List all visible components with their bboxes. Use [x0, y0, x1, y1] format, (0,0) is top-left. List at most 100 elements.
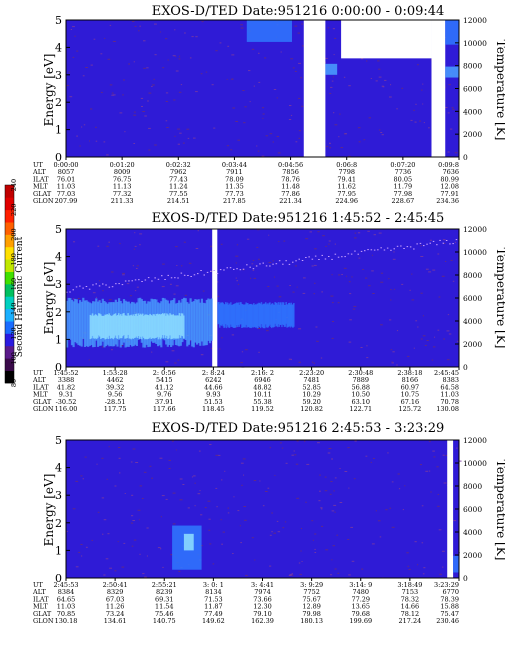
- noise-dot: [301, 105, 304, 107]
- noise-texture: [72, 229, 460, 368]
- table-cell: 48.82: [253, 383, 272, 391]
- noise-dot: [274, 474, 276, 476]
- noise-dot: [119, 472, 121, 474]
- noise-dot: [183, 241, 186, 243]
- table-cell: 10.11: [253, 391, 272, 399]
- trace-point: [393, 248, 395, 250]
- noise-dot: [112, 94, 116, 96]
- noise-dot: [146, 527, 149, 529]
- flux-band: [217, 302, 295, 329]
- noise-dot: [288, 358, 292, 360]
- noise-dot: [433, 456, 436, 458]
- plot-background: [66, 440, 459, 578]
- noise-dot: [143, 471, 147, 473]
- noise-dot: [348, 574, 351, 576]
- table-cell: 60.97: [401, 383, 420, 391]
- trace-point: [416, 243, 418, 245]
- trace-point: [255, 265, 258, 267]
- noise-dot: [431, 359, 434, 361]
- noise-dot: [226, 78, 228, 80]
- noise-dot: [349, 319, 352, 321]
- noise-dot: [343, 267, 347, 269]
- noise-dot: [420, 245, 422, 247]
- flux-cell: [140, 314, 143, 340]
- table-row-label: GLAT: [33, 398, 52, 406]
- table-cell: 8329: [107, 588, 124, 596]
- noise-dot: [161, 495, 165, 497]
- noise-dot: [358, 257, 361, 259]
- flux-cell: [110, 316, 113, 338]
- noise-dot: [330, 481, 333, 482]
- trace-point: [432, 240, 435, 242]
- noise-dot: [235, 255, 239, 257]
- noise-dot: [100, 91, 103, 93]
- y-tick-label: 5: [55, 434, 62, 447]
- trace-point: [138, 279, 140, 281]
- flux-cell: [219, 302, 222, 326]
- noise-dot: [301, 561, 303, 562]
- noise-dot: [334, 477, 337, 479]
- y-tick-label: 1: [55, 544, 62, 557]
- noise-dot: [368, 117, 371, 119]
- flux-cell: [241, 303, 243, 328]
- table-cell: 117.66: [153, 405, 176, 413]
- y-tick-label: 2: [55, 306, 62, 319]
- colorbar-tick-label: 200: [10, 228, 18, 240]
- flux-cell: [278, 304, 281, 327]
- noise-dot: [175, 246, 178, 248]
- noise-dot: [253, 277, 257, 279]
- trace-point: [321, 254, 323, 256]
- noise-dot: [277, 152, 281, 154]
- noise-dot: [88, 359, 90, 361]
- noise-dot: [389, 96, 392, 98]
- noise-dot: [92, 292, 96, 294]
- noise-dot: [281, 447, 284, 449]
- trace-point: [337, 256, 340, 258]
- flux-cell: [199, 302, 202, 346]
- trace-point: [429, 242, 431, 244]
- noise-dot: [136, 265, 139, 267]
- table-cell: 67.16: [401, 398, 420, 406]
- flux-cell: [121, 315, 123, 339]
- noise-dot: [75, 480, 79, 482]
- noise-dot: [421, 505, 424, 507]
- flux-cell: [142, 313, 144, 337]
- noise-dot: [289, 105, 292, 106]
- noise-dot: [294, 265, 297, 267]
- noise-dot: [446, 359, 450, 361]
- y-tick-label: 3: [55, 278, 62, 291]
- noise-dot: [76, 50, 79, 52]
- y2-tick-label: 2000: [463, 130, 482, 139]
- trace-point: [124, 280, 127, 282]
- noise-dot: [258, 81, 261, 83]
- noise-dot: [177, 143, 180, 145]
- table-cell: 7889: [352, 376, 369, 384]
- flux-cell: [265, 302, 267, 325]
- noise-dot: [422, 103, 424, 105]
- noise-dot: [426, 340, 429, 341]
- noise-dot: [442, 454, 445, 456]
- noise-texture: [66, 440, 462, 579]
- trace-point: [305, 257, 307, 258]
- colorbar-swatch: [5, 358, 14, 371]
- flux-cell: [138, 315, 141, 339]
- noise-dot: [133, 248, 136, 250]
- noise-dot: [298, 137, 301, 139]
- noise-dot: [267, 487, 270, 489]
- noise-dot: [107, 58, 111, 60]
- table-cell: 10.75: [401, 391, 420, 399]
- noise-dot: [133, 143, 135, 144]
- noise-dot: [267, 286, 270, 287]
- noise-dot: [333, 112, 335, 114]
- flux-cell: [155, 314, 158, 338]
- noise-dot: [276, 285, 279, 287]
- noise-dot: [334, 124, 338, 126]
- trace-point: [66, 291, 68, 293]
- noise-dot: [213, 127, 216, 129]
- noise-dot: [211, 348, 213, 350]
- flux-cell: [67, 297, 70, 340]
- noise-dot: [382, 86, 385, 88]
- noise-dot: [436, 466, 439, 468]
- colorbar-tick-label: 220: [10, 204, 18, 216]
- noise-dot: [324, 490, 328, 492]
